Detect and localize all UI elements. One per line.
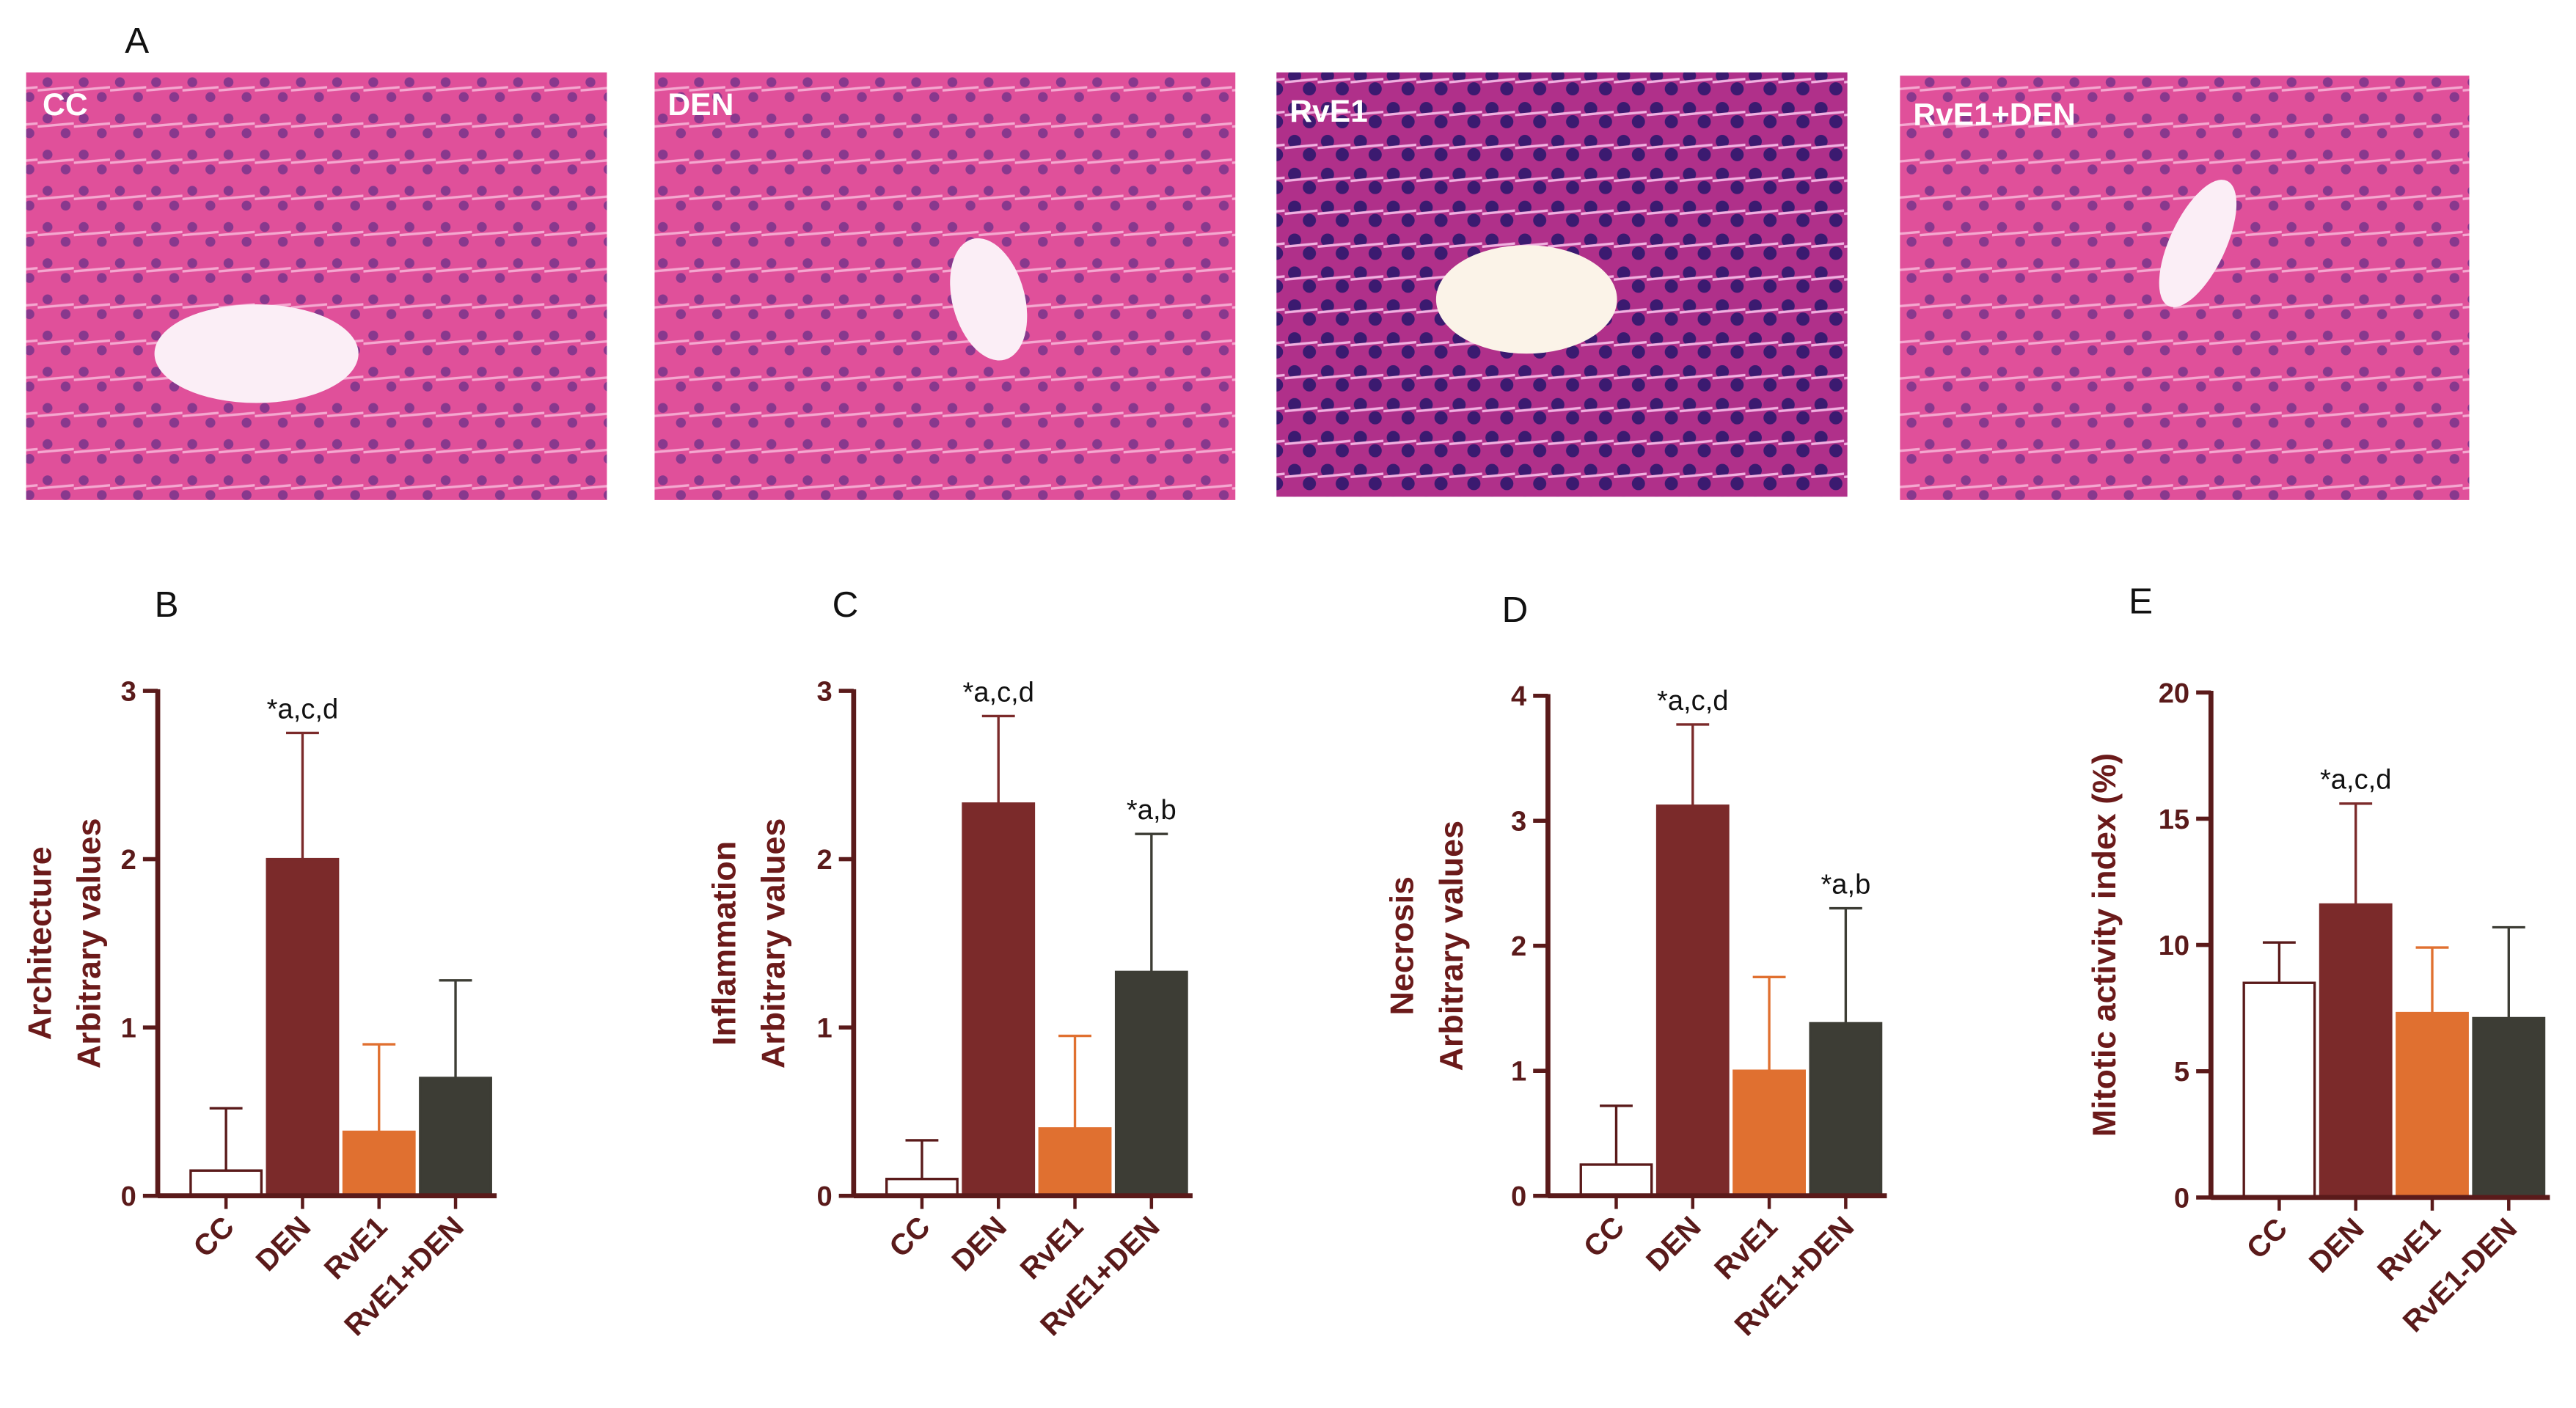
x-tick-label: CC — [882, 1209, 937, 1264]
x-tick-label: DEN — [1639, 1209, 1708, 1277]
bar — [189, 1169, 263, 1198]
y-tick-label: 3 — [121, 676, 136, 708]
y-tick-label: 1 — [816, 1013, 832, 1044]
micrograph: DEN — [654, 72, 1236, 500]
annotation: *a,b — [1127, 794, 1177, 826]
y-tick-label: 1 — [1511, 1056, 1526, 1088]
y-tick-label: 3 — [1511, 806, 1526, 837]
panel-label: C — [833, 584, 859, 625]
y-axis-label: Architecture — [21, 846, 58, 1040]
y-tick-label: 5 — [2174, 1056, 2189, 1088]
image-label: RvE1+DEN — [1913, 97, 2075, 132]
y-tick-label: 2 — [1511, 931, 1526, 962]
x-tick-label: CC — [1577, 1209, 1631, 1264]
y-axis-label: Arbitrary values — [755, 818, 792, 1068]
bar — [419, 1077, 492, 1198]
vessel — [2159, 180, 2237, 307]
bar — [1038, 1127, 1112, 1198]
panel-label: A — [125, 21, 149, 61]
x-tick-label: CC — [186, 1209, 241, 1264]
bar — [1579, 1163, 1653, 1198]
y-tick-label: 2 — [121, 844, 136, 876]
y-tick-label: 0 — [816, 1181, 832, 1212]
y-axis-label: Arbitrary values — [70, 818, 108, 1068]
vessel — [1435, 245, 1617, 354]
bar — [2319, 903, 2393, 1199]
y-axis-label: Inflammation — [705, 841, 742, 1046]
bar — [2472, 1016, 2546, 1199]
y-tick-label: 15 — [2159, 804, 2189, 835]
image-label: DEN — [667, 87, 733, 122]
bar — [2396, 1011, 2469, 1199]
bar — [266, 857, 340, 1198]
annotation: *a,b — [1821, 868, 1870, 900]
y-tick-label: 1 — [121, 1013, 136, 1044]
y-tick-label: 0 — [2174, 1182, 2189, 1214]
y-axis-label: Mitotic activity index (%) — [2085, 753, 2123, 1137]
y-axis-label: Necrosis — [1383, 876, 1420, 1015]
vessel — [950, 238, 1028, 361]
x-tick-label: DEN — [945, 1209, 1013, 1277]
y-tick-label: 4 — [1511, 681, 1526, 712]
bar — [2242, 981, 2316, 1199]
bar — [1114, 970, 1188, 1198]
y-axis-label: Arbitrary values — [1432, 821, 1470, 1071]
bar — [962, 802, 1036, 1198]
annotation: *a,c,d — [2320, 764, 2392, 796]
bar — [1655, 804, 1730, 1198]
y-tick-label: 0 — [121, 1181, 136, 1212]
panel-label: E — [2129, 582, 2153, 622]
bar — [1732, 1069, 1806, 1198]
micrograph: CC — [26, 72, 607, 500]
x-tick-label: DEN — [2302, 1211, 2371, 1280]
y-tick-label: 10 — [2159, 930, 2189, 961]
image-label: CC — [43, 87, 88, 122]
panel-label: D — [1502, 590, 1529, 630]
x-tick-label: DEN — [249, 1209, 317, 1277]
y-tick-label: 20 — [2159, 678, 2189, 709]
y-tick-label: 2 — [816, 844, 832, 876]
image-label: RvE1 — [1289, 94, 1368, 129]
annotation: *a,c,d — [1657, 685, 1729, 716]
vessel — [154, 304, 359, 403]
annotation: *a,c,d — [267, 693, 339, 725]
tissue-image — [26, 72, 607, 500]
bar — [342, 1130, 416, 1198]
micrograph: RvE1 — [1276, 72, 1848, 497]
bar — [1809, 1022, 1883, 1198]
y-tick-label: 3 — [816, 676, 832, 708]
annotation: *a,c,d — [962, 676, 1034, 708]
x-tick-label: CC — [2239, 1211, 2294, 1266]
panel-label: B — [155, 584, 179, 625]
y-tick-label: 0 — [1511, 1181, 1526, 1212]
bar — [885, 1178, 959, 1198]
tissue-image — [654, 72, 1236, 500]
micrograph: RvE1+DEN — [1900, 76, 2470, 500]
